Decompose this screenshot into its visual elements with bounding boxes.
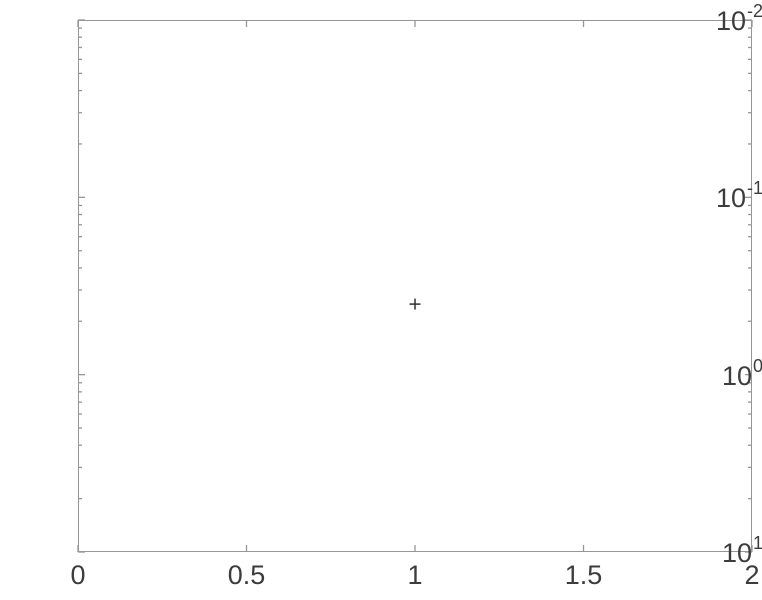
y-axis-tick-label: 101 — [692, 534, 762, 568]
y-tick-exponent: -1 — [746, 178, 762, 199]
y-axis-tick-label: 10-2 — [692, 2, 762, 36]
y-axis-tick-label: 100 — [692, 357, 762, 391]
plot-area — [78, 20, 752, 552]
x-axis-tick-label: 1.5 — [564, 560, 603, 590]
y-tick-mantissa: 10 — [715, 183, 746, 214]
x-axis-tick-label: 1 — [407, 560, 423, 590]
y-tick-mantissa: 10 — [721, 538, 752, 568]
y-tick-mantissa: 10 — [715, 6, 746, 36]
x-axis-tick-label: 0 — [70, 560, 86, 590]
y-tick-mantissa: 10 — [721, 360, 752, 391]
x-axis-tick-label: 2 — [744, 560, 760, 590]
y-tick-exponent: 1 — [752, 533, 762, 553]
x-axis-tick-label: 0.5 — [227, 560, 266, 590]
y-axis-tick-label: 10-1 — [692, 179, 762, 214]
y-tick-exponent: 0 — [752, 355, 762, 376]
y-tick-exponent: -2 — [746, 1, 762, 21]
